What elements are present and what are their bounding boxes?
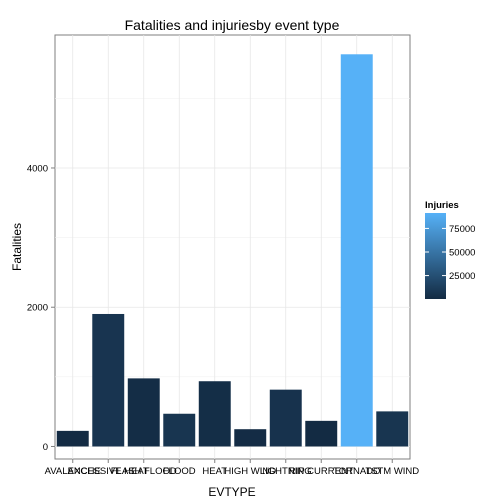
x-tick-label: TSTM WIND <box>365 466 419 477</box>
bar-tstm-wind <box>376 411 409 447</box>
bar-heat <box>198 381 231 447</box>
legend-tick-label: 75000 <box>449 224 475 235</box>
x-tick-label: FLOOD <box>163 466 196 477</box>
legend-tick-label: 50000 <box>449 247 475 258</box>
x-tick-label: RIP CURRENT <box>289 466 354 477</box>
bar-excessive-heat <box>92 313 125 447</box>
legend-colorbar <box>425 213 446 299</box>
x-tick-label: EXCESSIVE HEAT <box>68 466 149 477</box>
bar-lightning <box>269 389 302 447</box>
bar-flood <box>163 413 196 447</box>
x-tick-label: AVALANCHE <box>45 466 101 477</box>
bar-tornado <box>340 54 373 447</box>
y-axis-title: Fatalities <box>10 223 24 271</box>
chart-title: Fatalities and injuriesby event type <box>125 17 340 33</box>
x-tick-label: TORNADO <box>333 466 380 477</box>
x-axis-title: EVTYPE <box>208 485 255 499</box>
y-axis: 0 2000 4000 <box>27 163 55 453</box>
bars <box>56 54 409 447</box>
y-tick-label: 0 <box>43 442 48 453</box>
x-tick-label: LIGHTNING <box>260 466 312 477</box>
legend: Injuries 25000 50000 75000 <box>425 200 475 299</box>
x-tick-label: HIGH WIND <box>224 466 276 477</box>
x-tick-label: HEAT <box>202 466 227 477</box>
legend-title: Injuries <box>425 200 459 211</box>
x-tick-label: FLASH FLOOD <box>111 466 177 477</box>
bar-flash-flood <box>127 378 160 447</box>
legend-tick-label: 25000 <box>449 271 475 282</box>
bar-high-wind <box>234 429 267 447</box>
bar-avalanche <box>56 430 89 447</box>
y-tick-label: 2000 <box>27 303 48 314</box>
y-tick-label: 4000 <box>27 163 48 174</box>
bar-rip-current <box>305 420 338 447</box>
